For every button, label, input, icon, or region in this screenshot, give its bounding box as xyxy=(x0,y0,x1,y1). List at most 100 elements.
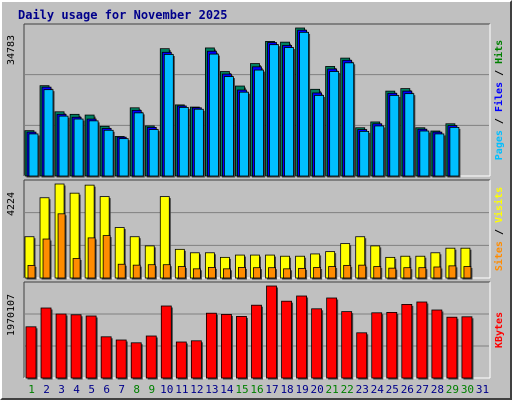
x-tick-label-5: 5 xyxy=(88,383,95,396)
bar-kbytes-30 xyxy=(461,316,473,379)
x-tick-label-22: 22 xyxy=(341,383,354,396)
bar-sites-20 xyxy=(313,267,322,279)
x-tick-label-6: 6 xyxy=(103,383,110,396)
bar-pages-2 xyxy=(43,89,54,177)
bar-kbytes-12 xyxy=(190,340,202,379)
bar-pages-8 xyxy=(133,112,144,177)
x-tick-label-1: 1 xyxy=(28,383,35,396)
bar-sites-10 xyxy=(162,264,171,279)
x-tick-label-26: 26 xyxy=(401,383,414,396)
x-tick-label-14: 14 xyxy=(220,383,234,396)
y-max-label-visits: 4224 xyxy=(6,192,17,216)
x-tick-label-23: 23 xyxy=(356,383,369,396)
bar-pages-24 xyxy=(374,125,385,177)
bar-kbytes-23 xyxy=(356,332,368,379)
x-tick-label-10: 10 xyxy=(160,383,173,396)
bar-kbytes-10 xyxy=(160,305,172,379)
bar-kbytes-8 xyxy=(130,342,142,379)
bar-sites-30 xyxy=(463,266,472,279)
bar-sites-5 xyxy=(87,237,96,279)
x-tick-label-16: 16 xyxy=(250,383,263,396)
bar-kbytes-24 xyxy=(371,312,383,379)
bar-kbytes-7 xyxy=(115,339,127,379)
x-tick-label-18: 18 xyxy=(280,383,293,396)
bar-pages-11 xyxy=(178,107,189,177)
bar-kbytes-26 xyxy=(401,303,413,379)
bar-pages-5 xyxy=(88,120,99,177)
bar-sites-16 xyxy=(253,267,261,279)
bar-kbytes-2 xyxy=(40,307,52,379)
right-legend-visits-part-2: Visits xyxy=(493,187,505,223)
bar-pages-21 xyxy=(329,71,340,177)
bar-sites-22 xyxy=(343,264,352,279)
right-legend-visits: Sites / Visits xyxy=(493,187,505,271)
bar-kbytes-3 xyxy=(55,313,67,379)
bar-kbytes-15 xyxy=(236,315,247,379)
bar-sites-26 xyxy=(403,267,412,279)
bar-kbytes-17 xyxy=(266,285,277,379)
bar-kbytes-11 xyxy=(175,341,187,379)
bar-pages-14 xyxy=(224,76,234,177)
right-legend-visits-part-1: / xyxy=(494,223,505,241)
x-tick-label-25: 25 xyxy=(386,383,399,396)
bar-sites-23 xyxy=(358,264,367,279)
bar-pages-26 xyxy=(404,93,415,177)
bar-pages-15 xyxy=(239,91,249,177)
bar-sites-9 xyxy=(147,264,156,279)
bar-pages-27 xyxy=(419,130,430,177)
x-tick-label-4: 4 xyxy=(73,383,80,396)
x-tick-label-27: 27 xyxy=(416,383,429,396)
bar-sites-15 xyxy=(238,267,246,279)
x-tick-label-28: 28 xyxy=(431,383,444,396)
bar-sites-14 xyxy=(223,268,231,279)
bar-pages-19 xyxy=(299,31,309,177)
bar-sites-7 xyxy=(117,263,126,279)
bar-sites-1 xyxy=(27,264,36,279)
x-tick-label-9: 9 xyxy=(148,383,155,396)
bar-sites-28 xyxy=(433,266,442,279)
bar-sites-18 xyxy=(283,268,291,279)
right-legend-hits: Pages / Files / Hits xyxy=(493,40,505,160)
bar-sites-13 xyxy=(207,267,216,279)
bar-sites-21 xyxy=(328,266,337,279)
y-max-label-hits: 34783 xyxy=(6,35,17,65)
bar-sites-2 xyxy=(42,238,51,279)
x-tick-label-17: 17 xyxy=(265,383,278,396)
x-tick-label-2: 2 xyxy=(43,383,50,396)
right-legend-hits-part-4: Hits xyxy=(493,40,505,64)
bar-pages-28 xyxy=(434,133,445,177)
bar-pages-3 xyxy=(58,115,69,177)
x-tick-label-3: 3 xyxy=(58,383,65,396)
bar-pages-16 xyxy=(254,69,264,177)
x-tick-label-15: 15 xyxy=(235,383,248,396)
bar-kbytes-22 xyxy=(341,311,353,379)
bar-kbytes-19 xyxy=(296,295,307,379)
right-legend-kbytes: KBytes xyxy=(494,312,505,348)
bar-pages-17 xyxy=(269,44,279,177)
x-tick-label-7: 7 xyxy=(118,383,125,396)
bar-pages-10 xyxy=(163,54,174,177)
x-tick-label-8: 8 xyxy=(133,383,140,396)
bar-kbytes-28 xyxy=(431,309,443,379)
bar-pages-25 xyxy=(389,95,400,177)
bar-pages-22 xyxy=(344,62,355,177)
x-tick-label-20: 20 xyxy=(311,383,324,396)
chart-title: Daily usage for November 2025 xyxy=(18,8,228,22)
x-tick-label-31: 31 xyxy=(476,383,489,396)
bar-pages-4 xyxy=(73,118,84,177)
bar-pages-20 xyxy=(314,95,325,177)
bar-pages-1 xyxy=(28,133,39,177)
bar-kbytes-21 xyxy=(326,297,338,379)
bar-kbytes-5 xyxy=(85,315,97,379)
bar-kbytes-4 xyxy=(70,314,82,379)
y-max-label-kbytes: 1970107 xyxy=(6,294,17,336)
bar-kbytes-14 xyxy=(221,313,232,379)
bar-kbytes-6 xyxy=(100,336,112,379)
x-tick-label-13: 13 xyxy=(205,383,218,396)
right-legend-hits-part-2: Files xyxy=(493,82,505,112)
right-legend-visits-part-0: Sites xyxy=(493,241,505,271)
bar-pages-12 xyxy=(193,108,204,177)
bar-kbytes-13 xyxy=(205,312,217,379)
bar-sites-25 xyxy=(388,267,397,279)
